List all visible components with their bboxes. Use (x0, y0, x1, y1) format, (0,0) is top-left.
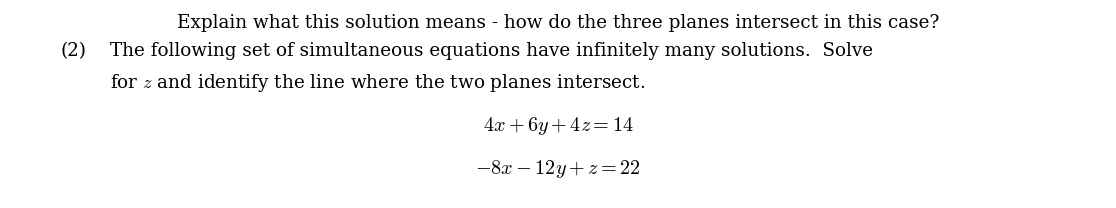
Text: Explain what this solution means - how do the three planes intersect in this cas: Explain what this solution means - how d… (176, 14, 940, 32)
Text: The following set of simultaneous equations have infinitely many solutions.  Sol: The following set of simultaneous equati… (110, 42, 873, 60)
Text: (2): (2) (60, 42, 86, 60)
Text: for $z$ and identify the line where the two planes intersect.: for $z$ and identify the line where the … (110, 72, 645, 94)
Text: $-8x - 12y + z = 22$: $-8x - 12y + z = 22$ (475, 158, 641, 180)
Text: $4x + 6y + 4z = 14$: $4x + 6y + 4z = 14$ (483, 115, 633, 137)
